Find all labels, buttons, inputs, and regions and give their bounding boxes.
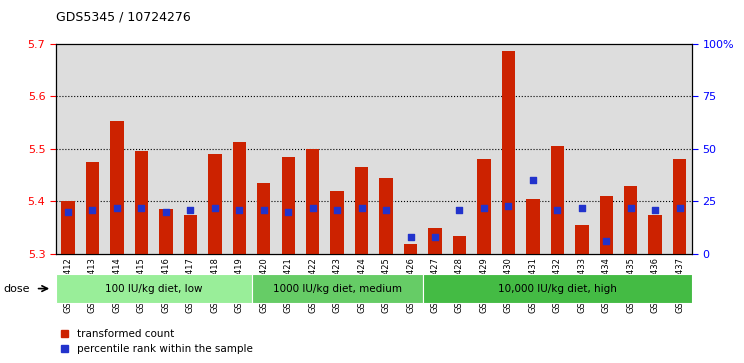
Point [282, 209, 294, 215]
Bar [330, 191, 344, 254]
Bar [472, 44, 496, 254]
Legend: transformed count, percentile rank within the sample: transformed count, percentile rank withi… [61, 329, 252, 354]
Bar [281, 157, 295, 254]
Point [674, 205, 686, 211]
Bar [594, 44, 618, 254]
Bar [379, 178, 393, 254]
Bar [667, 44, 692, 254]
Text: GDS5345 / 10724276: GDS5345 / 10724276 [56, 11, 190, 24]
Bar [429, 228, 442, 254]
Point [380, 207, 392, 213]
Bar [61, 201, 74, 254]
Point [478, 205, 490, 211]
Point [454, 207, 466, 213]
Bar [86, 162, 99, 254]
Bar [447, 44, 472, 254]
Bar [551, 146, 564, 254]
Bar [306, 149, 319, 254]
Bar [453, 236, 466, 254]
Point [576, 205, 588, 211]
Point [185, 207, 196, 213]
Bar [350, 44, 374, 254]
Point [600, 238, 612, 244]
Bar [80, 44, 105, 254]
Bar [135, 151, 148, 254]
Bar [423, 44, 447, 254]
Point [307, 205, 318, 211]
Point [356, 205, 368, 211]
Bar [233, 142, 246, 254]
Bar [374, 44, 398, 254]
Bar [257, 183, 271, 254]
Bar [404, 244, 417, 254]
FancyBboxPatch shape [423, 274, 692, 303]
Bar [649, 215, 662, 254]
Bar [570, 44, 594, 254]
Bar [208, 154, 222, 254]
Bar [227, 44, 251, 254]
Point [405, 234, 417, 240]
Point [258, 207, 270, 213]
Bar [110, 121, 124, 254]
Bar [545, 44, 570, 254]
Bar [575, 225, 589, 254]
Bar [600, 196, 613, 254]
Bar [129, 44, 154, 254]
Bar [178, 44, 202, 254]
Text: dose: dose [4, 284, 31, 294]
Text: 1000 IU/kg diet, medium: 1000 IU/kg diet, medium [272, 284, 402, 294]
Bar [398, 44, 423, 254]
Point [551, 207, 563, 213]
Bar [56, 44, 80, 254]
Bar [643, 44, 667, 254]
Bar [154, 44, 178, 254]
Bar [105, 44, 129, 254]
Point [331, 207, 343, 213]
Bar [325, 44, 350, 254]
Point [209, 205, 221, 211]
Point [111, 205, 123, 211]
Point [650, 207, 661, 213]
Point [86, 207, 98, 213]
Bar [526, 199, 539, 254]
Text: 100 IU/kg diet, low: 100 IU/kg diet, low [105, 284, 202, 294]
Bar [202, 44, 227, 254]
Bar [618, 44, 643, 254]
Bar [521, 44, 545, 254]
FancyBboxPatch shape [56, 274, 251, 303]
Point [135, 205, 147, 211]
Bar [673, 159, 687, 254]
FancyBboxPatch shape [251, 274, 423, 303]
Text: 10,000 IU/kg diet, high: 10,000 IU/kg diet, high [498, 284, 617, 294]
Point [502, 203, 514, 209]
Bar [496, 44, 521, 254]
Bar [477, 159, 491, 254]
Point [62, 209, 74, 215]
Point [429, 234, 441, 240]
Bar [276, 44, 301, 254]
Point [160, 209, 172, 215]
Bar [624, 186, 638, 254]
Bar [501, 52, 515, 254]
Bar [159, 209, 173, 254]
Bar [184, 215, 197, 254]
Bar [301, 44, 325, 254]
Bar [355, 167, 368, 254]
Point [234, 207, 246, 213]
Point [625, 205, 637, 211]
Point [527, 178, 539, 183]
Bar [251, 44, 276, 254]
